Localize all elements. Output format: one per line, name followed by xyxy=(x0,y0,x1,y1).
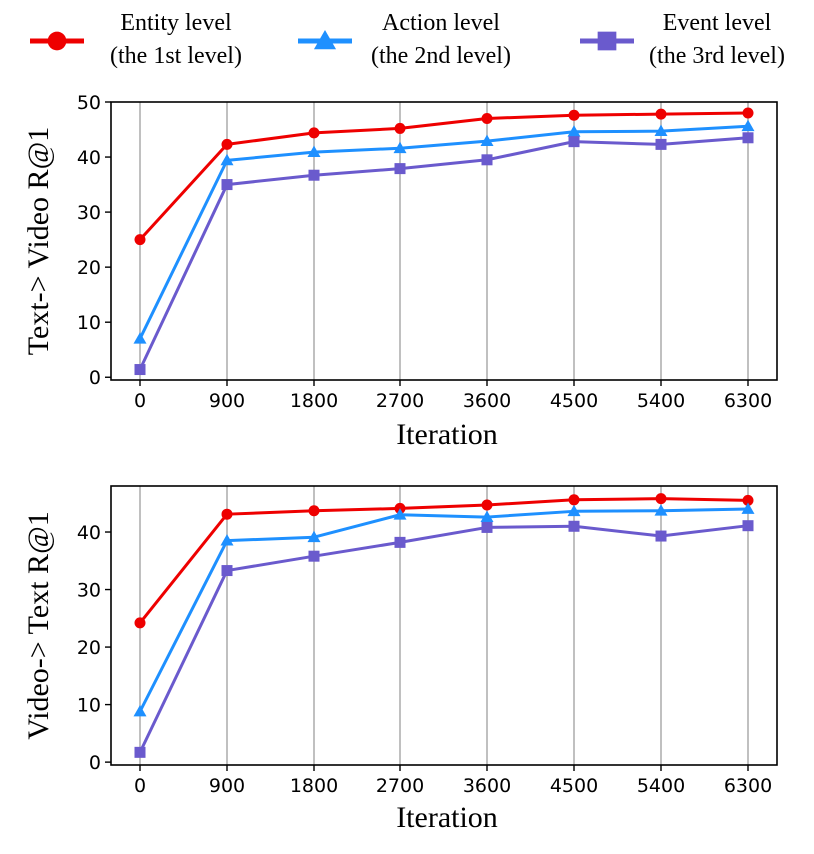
data-point-0-0-3 xyxy=(394,122,406,134)
y-tick-label-0-4: 40 xyxy=(77,147,101,169)
y-tick-label-0-5: 50 xyxy=(77,92,101,114)
x-axis-label-0: Iteration xyxy=(396,418,498,451)
data-point-0-2-3 xyxy=(394,163,406,175)
series-line-1-0 xyxy=(138,497,749,624)
series-line-0-2 xyxy=(138,136,749,371)
series-line-0-1 xyxy=(138,124,749,340)
data-point-1-0-0 xyxy=(134,617,146,629)
data-point-1-1-4 xyxy=(480,510,494,522)
x-tick-label-1-0: 0 xyxy=(134,775,146,797)
legend-label-2-line2: (the 3rd level) xyxy=(649,43,785,69)
data-point-0-2-5 xyxy=(568,136,580,148)
x-tick-label-1-1: 900 xyxy=(209,775,245,797)
data-point-0-1-1 xyxy=(220,153,234,166)
y-tick-label-1-2: 20 xyxy=(77,637,101,659)
plot-frame-0 xyxy=(110,101,778,381)
data-point-1-2-3 xyxy=(394,536,406,548)
data-point-0-2-0 xyxy=(134,364,146,376)
data-point-1-0-2 xyxy=(308,505,320,517)
data-point-1-1-5 xyxy=(567,504,581,517)
data-point-1-2-2 xyxy=(308,550,320,562)
data-point-1-1-0 xyxy=(133,705,147,717)
data-point-0-0-1 xyxy=(221,138,233,150)
y-tick-label-1-0: 0 xyxy=(89,752,101,774)
data-point-1-2-0 xyxy=(134,746,146,758)
data-point-1-2-7 xyxy=(742,520,754,532)
series-line-1-2 xyxy=(138,524,749,753)
x-axis-label-1: Iteration xyxy=(396,801,498,834)
data-point-1-1-1 xyxy=(220,534,234,546)
data-point-1-0-1 xyxy=(221,508,233,520)
data-point-1-1-6 xyxy=(654,504,668,516)
data-point-1-2-1 xyxy=(221,565,233,577)
legend-label-0-line1: Entity level xyxy=(120,10,232,36)
x-tick-label-1-2: 1800 xyxy=(290,775,338,797)
x-tick-label-0-0: 0 xyxy=(134,390,146,412)
data-point-0-2-2 xyxy=(308,169,320,181)
legend-swatch-marker-2 xyxy=(597,31,617,51)
data-point-1-0-4 xyxy=(481,499,493,511)
data-point-0-2-4 xyxy=(481,154,493,166)
y-axis-label-0: Text-> Video R@1 xyxy=(22,127,55,355)
legend-label-2-line1: Event level xyxy=(663,10,772,36)
data-point-1-1-7 xyxy=(741,502,755,514)
x-tick-label-0-6: 5400 xyxy=(637,390,685,412)
x-tick-label-0-1: 900 xyxy=(209,390,245,412)
data-point-1-1-3 xyxy=(393,508,407,520)
legend-swatch-marker-0 xyxy=(47,31,67,51)
data-point-0-1-5 xyxy=(567,125,581,137)
data-point-0-2-7 xyxy=(742,132,754,144)
series-line-0-0 xyxy=(138,111,749,241)
data-point-1-2-4 xyxy=(481,521,493,533)
data-point-0-0-7 xyxy=(742,107,754,119)
data-point-1-0-7 xyxy=(742,494,754,506)
data-point-1-2-5 xyxy=(568,520,580,532)
data-point-0-0-2 xyxy=(308,127,320,139)
data-point-0-0-5 xyxy=(568,109,580,121)
y-axis-label-1: Video-> Text R@1 xyxy=(22,511,55,739)
x-tick-label-1-6: 5400 xyxy=(637,775,685,797)
data-point-0-0-0 xyxy=(134,234,146,246)
x-tick-label-1-5: 4500 xyxy=(550,775,598,797)
plot-frame-1 xyxy=(110,485,778,766)
data-point-0-1-7 xyxy=(741,119,755,132)
y-tick-label-0-1: 10 xyxy=(77,312,101,334)
data-point-0-1-3 xyxy=(393,141,407,154)
data-point-0-0-4 xyxy=(481,113,493,125)
x-tick-label-0-3: 2700 xyxy=(376,390,424,412)
data-point-1-0-5 xyxy=(568,494,580,506)
series-line-1-1 xyxy=(138,507,749,713)
x-tick-label-0-4: 3600 xyxy=(463,390,511,412)
x-tick-label-0-5: 4500 xyxy=(550,390,598,412)
y-tick-label-1-3: 30 xyxy=(77,580,101,602)
data-point-1-0-6 xyxy=(655,493,667,505)
data-point-1-2-6 xyxy=(655,530,667,542)
data-point-0-1-4 xyxy=(480,134,494,146)
x-tick-label-1-3: 2700 xyxy=(376,775,424,797)
data-point-1-1-2 xyxy=(307,530,321,543)
data-point-0-1-6 xyxy=(654,124,668,137)
x-tick-label-0-7: 6300 xyxy=(724,390,772,412)
data-point-0-1-2 xyxy=(307,145,321,157)
data-point-0-2-1 xyxy=(221,179,233,191)
legend-label-1-line2: (the 2nd level) xyxy=(371,43,511,69)
data-point-0-1-0 xyxy=(133,332,147,344)
y-tick-label-0-2: 20 xyxy=(77,257,101,279)
legend-swatch-marker-1 xyxy=(313,29,337,50)
x-tick-label-1-4: 3600 xyxy=(463,775,511,797)
legend-label-0-line2: (the 1st level) xyxy=(110,43,242,69)
y-tick-label-1-1: 10 xyxy=(77,695,101,717)
y-tick-label-0-3: 30 xyxy=(77,202,101,224)
data-point-0-0-6 xyxy=(655,108,667,120)
x-tick-label-0-2: 1800 xyxy=(290,390,338,412)
x-tick-label-1-7: 6300 xyxy=(724,775,772,797)
y-tick-label-0-0: 0 xyxy=(89,367,101,389)
legend-label-1-line1: Action level xyxy=(382,10,500,36)
y-tick-label-1-4: 40 xyxy=(77,522,101,544)
data-point-0-2-6 xyxy=(655,138,667,150)
